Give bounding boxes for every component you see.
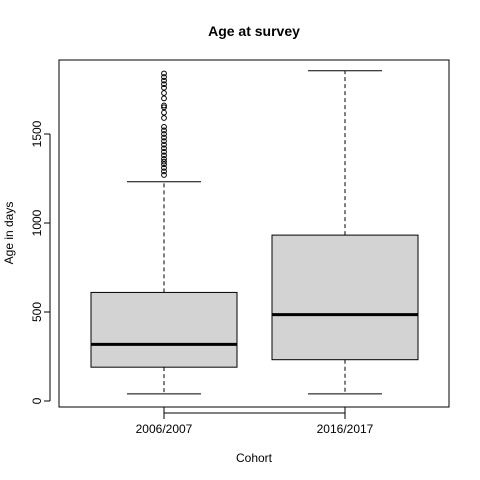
outlier-point: [161, 131, 167, 137]
outlier-point: [161, 158, 167, 165]
x-axis: 2006/2007 2016/2017: [136, 407, 374, 436]
y-tick-label: 1000: [30, 209, 44, 236]
outlier-point: [161, 70, 167, 77]
outlier-point: [161, 74, 167, 80]
box-1: [90, 70, 238, 395]
box-2: [271, 70, 419, 395]
x-tick-label: 2016/2017: [317, 422, 374, 436]
outlier-point: [161, 152, 167, 159]
outlier-point: [161, 148, 167, 155]
y-axis: 0 500 1000 1500: [30, 120, 51, 404]
boxes: [90, 70, 419, 395]
outlier-point: [161, 161, 167, 168]
outlier-point: [161, 81, 167, 88]
outlier-point: [161, 95, 167, 102]
y-axis-label: Age in days: [2, 202, 16, 265]
outlier-point: [161, 104, 167, 111]
outlier-point: [161, 164, 167, 171]
x-axis-label: Cohort: [236, 451, 273, 465]
outlier-point: [161, 156, 167, 162]
outlier-point: [161, 84, 167, 91]
outlier-point: [161, 127, 167, 134]
y-tick-label: 0: [30, 397, 44, 404]
x-tick-label: 2006/2007: [136, 422, 193, 436]
outlier-point: [161, 77, 167, 84]
plot-frame: [58, 59, 450, 408]
box-iqr: [271, 234, 419, 361]
outlier-point: [161, 102, 167, 109]
outlier-point: [161, 172, 167, 178]
outlier-point: [161, 123, 167, 130]
outlier-point: [161, 109, 167, 116]
outlier-point: [161, 168, 167, 175]
outlier-point: [161, 90, 167, 96]
chart-title: Age at survey: [208, 23, 300, 39]
y-tick-label: 1500: [30, 120, 44, 147]
outlier-point: [161, 138, 167, 145]
box-iqr: [90, 291, 238, 368]
outlier-point: [161, 115, 167, 121]
y-tick-label: 500: [30, 302, 44, 322]
outlier-point: [161, 141, 167, 148]
outlier-point: [161, 134, 167, 141]
outlier-point: [161, 145, 167, 152]
